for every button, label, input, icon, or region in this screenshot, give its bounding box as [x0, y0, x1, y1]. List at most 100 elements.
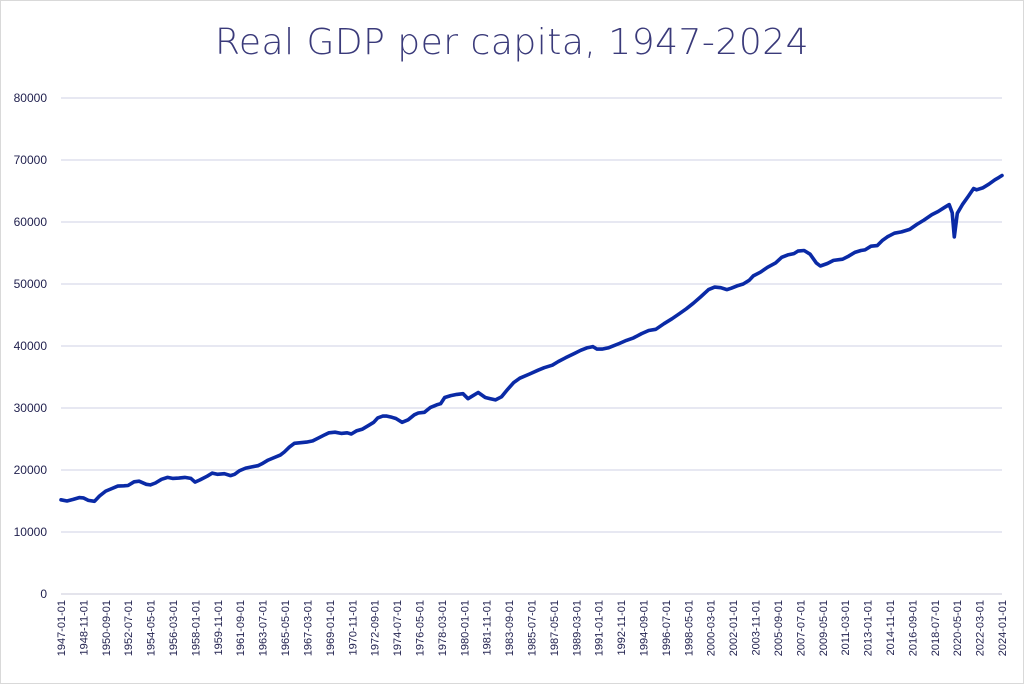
data-point	[229, 474, 232, 477]
y-tick-label: 40000	[14, 339, 48, 353]
data-point	[529, 373, 531, 375]
data-point	[171, 477, 174, 480]
data-point	[797, 250, 799, 252]
x-tick-label: 1992-11-01	[616, 600, 628, 655]
data-point	[943, 206, 945, 209]
data-point	[543, 366, 545, 369]
data-point	[881, 239, 883, 242]
x-tick-label: 2020-05-01	[952, 600, 964, 656]
data-point	[288, 446, 291, 448]
data-point	[244, 467, 247, 469]
x-tick-label: 1974-07-01	[392, 600, 404, 656]
data-point	[391, 416, 393, 419]
x-tick-label: 1998-05-01	[683, 600, 695, 656]
data-point	[456, 393, 458, 396]
data-point	[864, 249, 866, 251]
data-point	[742, 283, 744, 285]
data-point	[467, 397, 469, 400]
x-tick-label: 1994-09-01	[639, 600, 651, 656]
data-point	[692, 302, 695, 305]
data-point	[149, 484, 152, 486]
data-point	[975, 189, 978, 191]
data-point	[311, 440, 314, 442]
data-point	[395, 417, 397, 420]
x-tick-label: 1950-09-01	[101, 600, 113, 656]
x-tick-label: 1996-07-01	[661, 600, 673, 656]
data-point	[494, 399, 497, 401]
data-point	[87, 499, 90, 502]
data-point	[78, 496, 80, 499]
x-tick-label: 2009-05-01	[818, 600, 830, 656]
data-point	[138, 480, 140, 483]
data-point	[435, 404, 438, 406]
data-point	[334, 431, 336, 434]
data-point	[759, 271, 762, 274]
series-line	[59, 173, 1004, 504]
data-point	[324, 433, 326, 436]
x-tick-label: 1989-03-01	[571, 600, 583, 656]
data-point	[160, 478, 163, 481]
data-point	[123, 485, 125, 487]
data-point	[328, 432, 330, 434]
data-point	[190, 477, 192, 480]
data-point	[736, 285, 738, 287]
data-point	[876, 244, 878, 247]
data-point	[579, 349, 582, 352]
x-tick-label: 2007-07-01	[795, 600, 807, 656]
x-tick-label: 1981-11-01	[482, 600, 494, 655]
data-point	[596, 348, 598, 350]
data-point	[233, 473, 236, 476]
x-tick-label: 2011-03-01	[840, 600, 852, 655]
data-point	[854, 251, 856, 254]
data-point	[766, 266, 769, 269]
data-point	[632, 337, 635, 339]
data-point	[893, 232, 896, 234]
data-point	[998, 176, 1000, 179]
data-point	[726, 288, 728, 291]
data-point	[951, 211, 953, 214]
data-point	[1001, 174, 1003, 177]
data-point	[251, 466, 253, 468]
x-tick-label: 1961-09-01	[235, 600, 247, 656]
data-point	[967, 195, 970, 197]
data-point	[223, 472, 226, 475]
data-point	[671, 317, 673, 320]
data-point	[601, 348, 603, 350]
data-point	[685, 308, 688, 310]
data-point	[267, 459, 269, 461]
data-point	[512, 381, 515, 384]
x-tick-label: 1972-09-01	[370, 600, 382, 656]
data-point	[386, 415, 388, 417]
x-tick-label: 1947-01-01	[56, 600, 68, 656]
data-point	[355, 430, 358, 432]
data-point	[988, 183, 990, 185]
x-tick-label: 1991-01-01	[594, 600, 606, 656]
data-point	[372, 421, 375, 424]
x-tick-label: 1965-05-01	[280, 600, 292, 656]
data-point	[625, 339, 628, 342]
y-tick-label: 60000	[14, 215, 48, 229]
data-point	[699, 296, 702, 298]
data-point	[713, 286, 716, 288]
data-point	[450, 394, 452, 397]
data-point	[350, 433, 353, 435]
data-point	[417, 412, 420, 414]
data-point	[98, 495, 101, 497]
data-point	[367, 424, 370, 427]
data-point	[484, 396, 487, 399]
data-point	[774, 262, 777, 264]
data-point	[832, 259, 835, 262]
data-point	[184, 476, 186, 479]
data-point	[573, 352, 576, 355]
y-tick-label: 20000	[14, 463, 48, 477]
data-point	[299, 441, 302, 444]
gridlines	[61, 97, 1002, 595]
data-point	[915, 223, 918, 226]
data-point	[809, 253, 811, 255]
data-point	[780, 256, 783, 259]
data-point	[104, 490, 107, 492]
data-point	[273, 456, 275, 459]
data-point	[663, 322, 665, 325]
data-point	[720, 286, 722, 289]
